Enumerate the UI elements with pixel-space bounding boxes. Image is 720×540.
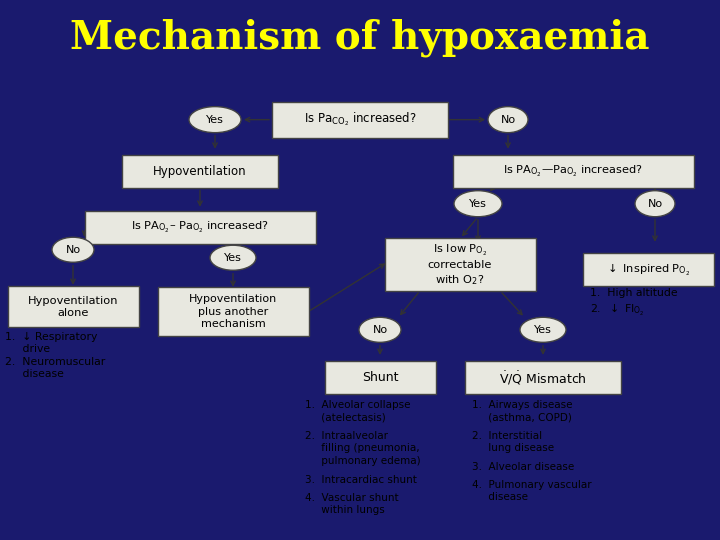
FancyBboxPatch shape [7, 286, 138, 327]
Text: No: No [66, 245, 81, 255]
FancyBboxPatch shape [272, 102, 448, 138]
Text: Yes: Yes [469, 199, 487, 209]
Text: 2.  Intraalveolar
     filling (pneumonia,
     pulmonary edema): 2. Intraalveolar filling (pneumonia, pul… [305, 431, 420, 465]
Text: Is low P$_{\mathregular{O_2}}$
correctable
with O$_2$?: Is low P$_{\mathregular{O_2}}$ correctab… [428, 242, 492, 287]
FancyBboxPatch shape [452, 155, 693, 188]
Text: Is PA$_{\mathregular{O_2}}$– Pa$_{\mathregular{O_2}}$ increased?: Is PA$_{\mathregular{O_2}}$– Pa$_{\mathr… [131, 220, 269, 235]
Text: 1.  Airways disease
     (asthma, COPD): 1. Airways disease (asthma, COPD) [472, 400, 572, 422]
Ellipse shape [52, 237, 94, 262]
Text: 2.  Neuromuscular
     disease: 2. Neuromuscular disease [5, 357, 105, 379]
Ellipse shape [454, 191, 502, 217]
FancyBboxPatch shape [325, 361, 436, 394]
Ellipse shape [520, 318, 566, 342]
Text: 4.  Pulmonary vascular
     disease: 4. Pulmonary vascular disease [472, 480, 592, 502]
Ellipse shape [359, 318, 401, 342]
Text: Yes: Yes [206, 114, 224, 125]
Text: 2.  Interstitial
     lung disease: 2. Interstitial lung disease [472, 431, 554, 453]
Ellipse shape [189, 106, 241, 133]
FancyBboxPatch shape [582, 253, 714, 286]
Text: No: No [500, 114, 516, 125]
Text: Shunt: Shunt [361, 372, 398, 384]
Text: Hypoventilation: Hypoventilation [153, 165, 247, 178]
Text: Is Pa$_{\mathregular{CO_2}}$ increased?: Is Pa$_{\mathregular{CO_2}}$ increased? [304, 111, 416, 129]
FancyBboxPatch shape [158, 287, 308, 336]
Text: 3.  Intracardiac shunt: 3. Intracardiac shunt [305, 475, 417, 485]
FancyBboxPatch shape [84, 211, 315, 244]
Text: Is PA$_{\mathregular{O_2}}$—Pa$_{\mathregular{O_2}}$ increased?: Is PA$_{\mathregular{O_2}}$—Pa$_{\mathre… [503, 164, 643, 179]
Text: $\dot{\mathregular{V}}$/$\dot{\mathregular{Q}}$ Mismatch: $\dot{\mathregular{V}}$/$\dot{\mathregul… [499, 369, 587, 387]
FancyBboxPatch shape [384, 238, 536, 291]
FancyBboxPatch shape [122, 155, 278, 188]
Text: 1.  ↓ Respiratory
     drive: 1. ↓ Respiratory drive [5, 332, 97, 354]
Ellipse shape [635, 191, 675, 217]
Text: Yes: Yes [224, 253, 242, 263]
Text: Hypoventilation
alone: Hypoventilation alone [28, 295, 118, 318]
Text: No: No [647, 199, 662, 209]
Text: 4.  Vascular shunt
     within lungs: 4. Vascular shunt within lungs [305, 493, 399, 515]
FancyBboxPatch shape [465, 361, 621, 394]
Text: No: No [372, 325, 387, 335]
Ellipse shape [210, 245, 256, 270]
Text: Hypoventilation
plus another
mechanism: Hypoventilation plus another mechanism [189, 294, 277, 329]
Text: 3.  Alveolar disease: 3. Alveolar disease [472, 462, 575, 472]
Text: 1.  High altitude: 1. High altitude [590, 288, 678, 298]
Text: 1.  Alveolar collapse
     (atelectasis): 1. Alveolar collapse (atelectasis) [305, 400, 410, 422]
Text: $\downarrow$ Inspired P$_{\mathregular{O_2}}$: $\downarrow$ Inspired P$_{\mathregular{O… [606, 262, 690, 278]
Text: Yes: Yes [534, 325, 552, 335]
Text: 2.  $\downarrow$ FI$_{\mathregular{O_2}}$: 2. $\downarrow$ FI$_{\mathregular{O_2}}$ [590, 302, 644, 318]
Ellipse shape [488, 106, 528, 133]
Text: Mechanism of hypoxaemia: Mechanism of hypoxaemia [71, 18, 649, 57]
